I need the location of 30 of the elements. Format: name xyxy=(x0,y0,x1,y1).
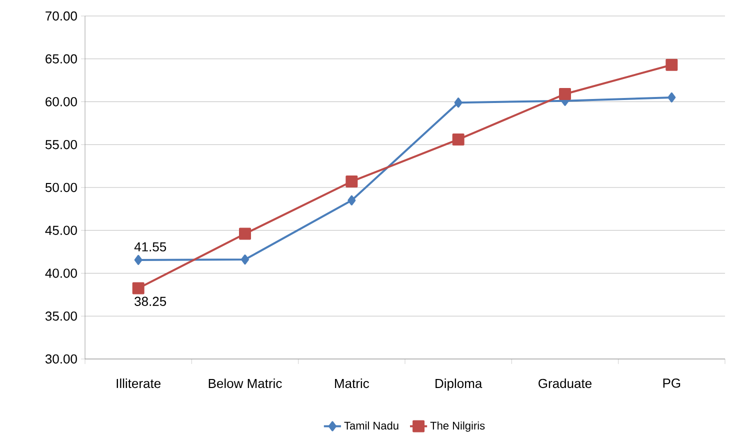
data-label: 38.25 xyxy=(134,296,166,306)
point xyxy=(239,228,252,240)
y-tick-label: 55.00 xyxy=(45,140,77,150)
y-tick-label: 30.00 xyxy=(45,354,77,364)
y-tick-label: 35.00 xyxy=(45,312,77,321)
point xyxy=(134,254,142,265)
data-label: 41.55 xyxy=(134,242,166,252)
y-tick-label: 50.00 xyxy=(45,182,77,192)
point xyxy=(559,88,571,100)
y-tick-label: 45.00 xyxy=(45,226,77,235)
x-tick-label: Illiterate xyxy=(116,378,161,388)
y-tick-label: 60.00 xyxy=(46,97,77,106)
point xyxy=(452,133,464,146)
x-tick-label: Below Matric xyxy=(208,378,282,388)
x-tick-label: PG xyxy=(663,378,680,388)
point xyxy=(241,254,250,265)
point xyxy=(132,282,144,294)
point xyxy=(668,92,676,102)
point xyxy=(346,175,358,188)
point xyxy=(348,195,356,206)
x-tick-label: Graduate xyxy=(538,378,592,388)
point xyxy=(666,58,678,71)
legend-label: The Nilgiris xyxy=(430,422,485,432)
x-tick-label: Matric xyxy=(335,378,370,388)
y-tick-label: 65.00 xyxy=(46,54,77,64)
point xyxy=(454,98,462,108)
y-tick-label: 40.00 xyxy=(45,268,77,278)
legend-label: Tamil Nadu xyxy=(344,422,398,430)
x-tick-label: Diploma xyxy=(436,378,482,391)
y-tick-label: 70.00 xyxy=(46,11,77,21)
